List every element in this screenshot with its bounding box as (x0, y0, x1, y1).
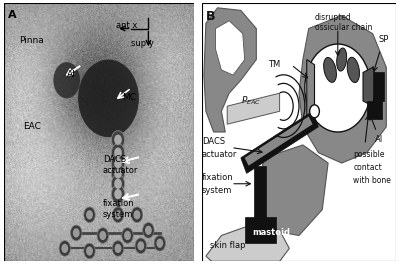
Text: skin flap: skin flap (210, 241, 245, 250)
Polygon shape (307, 60, 314, 116)
Ellipse shape (347, 57, 360, 83)
Circle shape (114, 135, 122, 145)
Circle shape (111, 144, 125, 162)
Text: ossicular chain: ossicular chain (314, 23, 372, 32)
Circle shape (86, 210, 93, 219)
Circle shape (114, 168, 122, 178)
Text: EAC: EAC (23, 122, 41, 131)
Bar (367, 101, 382, 119)
Circle shape (114, 189, 122, 199)
Circle shape (114, 148, 122, 158)
Polygon shape (245, 116, 312, 166)
Polygon shape (204, 8, 256, 132)
Circle shape (97, 228, 108, 243)
Circle shape (111, 164, 125, 182)
Circle shape (305, 44, 371, 132)
Text: fixation: fixation (202, 173, 234, 182)
Text: possible: possible (353, 150, 385, 159)
Text: $P_{EAC}$: $P_{EAC}$ (241, 95, 261, 107)
Polygon shape (206, 225, 289, 261)
Text: AI: AI (375, 135, 383, 144)
Circle shape (143, 223, 154, 238)
Polygon shape (299, 16, 386, 163)
Circle shape (61, 244, 68, 253)
Circle shape (114, 158, 122, 168)
Circle shape (114, 244, 122, 253)
Circle shape (145, 226, 152, 235)
Circle shape (114, 178, 122, 189)
Text: with bone: with bone (353, 176, 391, 185)
Circle shape (154, 235, 166, 251)
Text: DACS: DACS (202, 137, 225, 146)
Text: ant x: ant x (116, 21, 138, 30)
Ellipse shape (324, 58, 336, 82)
Circle shape (124, 231, 131, 240)
Bar (245, 217, 276, 243)
Circle shape (70, 225, 82, 241)
Circle shape (112, 207, 124, 223)
Text: contact: contact (353, 163, 382, 172)
Circle shape (114, 210, 122, 219)
Polygon shape (227, 93, 280, 124)
Circle shape (111, 154, 125, 172)
Circle shape (135, 238, 146, 254)
Circle shape (86, 246, 93, 256)
Text: MC: MC (122, 93, 136, 102)
Circle shape (112, 241, 124, 256)
Text: A: A (8, 10, 16, 20)
Polygon shape (256, 145, 328, 235)
Circle shape (156, 239, 163, 248)
Text: mastoid: mastoid (252, 228, 290, 237)
Text: Pinna: Pinna (19, 36, 44, 45)
Circle shape (137, 241, 144, 251)
Circle shape (134, 210, 140, 219)
Text: DACS
actuator: DACS actuator (103, 155, 138, 175)
Circle shape (84, 207, 95, 223)
Polygon shape (216, 21, 245, 75)
Circle shape (131, 207, 143, 223)
Polygon shape (363, 67, 377, 106)
Circle shape (111, 175, 125, 193)
Circle shape (59, 241, 70, 256)
Circle shape (99, 231, 106, 240)
Text: actuator: actuator (202, 150, 237, 159)
Text: B: B (206, 10, 215, 23)
Bar (373, 73, 384, 101)
Circle shape (111, 185, 125, 203)
Ellipse shape (78, 60, 139, 137)
Ellipse shape (337, 48, 347, 71)
Circle shape (122, 228, 133, 243)
Text: system: system (202, 186, 232, 195)
Bar (254, 166, 266, 217)
Text: AI: AI (67, 70, 76, 79)
Text: sup y: sup y (131, 39, 154, 48)
Text: SP: SP (378, 35, 389, 44)
Circle shape (310, 105, 319, 118)
Polygon shape (241, 111, 318, 173)
Ellipse shape (54, 62, 80, 98)
Text: TM: TM (268, 60, 280, 69)
Circle shape (73, 228, 80, 238)
Text: fixation
system: fixation system (103, 199, 134, 219)
Text: disrupted: disrupted (314, 13, 351, 22)
Circle shape (84, 243, 95, 259)
Circle shape (111, 131, 125, 149)
